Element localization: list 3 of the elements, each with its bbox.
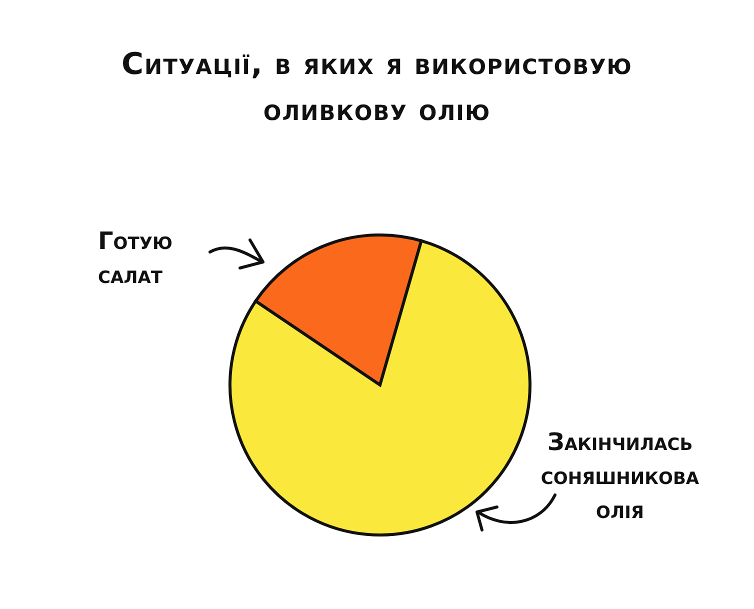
legend-label: Готую салат [98,226,174,291]
chart-title: Ситуації, в яких я використовую оливкову олію [120,46,634,130]
slice-label: Закінчилась соняшникова олія [540,427,700,526]
